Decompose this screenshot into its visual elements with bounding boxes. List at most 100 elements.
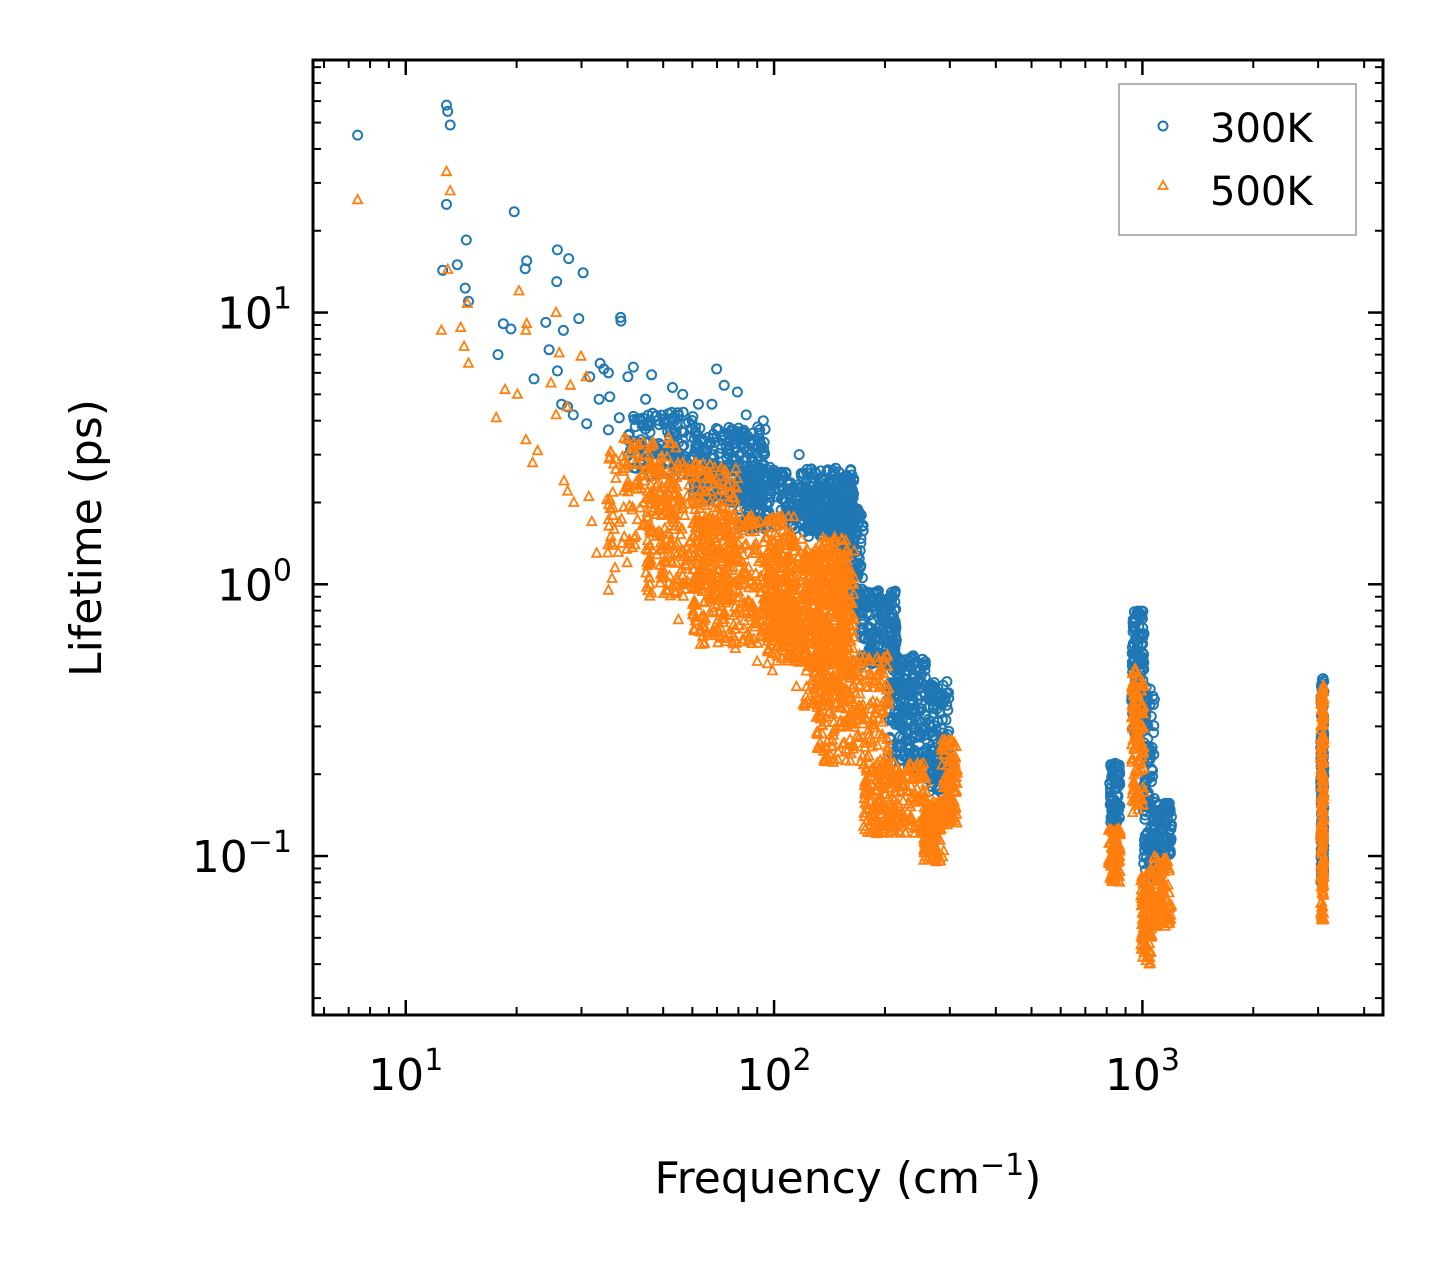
point-300k-1682	[924, 749, 936, 761]
point-500k-934	[728, 622, 741, 634]
point-500k-2225	[903, 756, 916, 769]
point-300k-1551	[912, 657, 923, 669]
point-500k-2502	[944, 805, 957, 817]
point-500k-370	[704, 484, 717, 497]
point-500k-2407	[923, 834, 935, 846]
point-500k-1124	[788, 605, 801, 617]
point-500k-835	[703, 582, 715, 594]
point-500k-1924	[814, 711, 827, 723]
point-300k-810	[778, 482, 790, 494]
point-500k-2709	[1133, 786, 1146, 798]
point-300k-1019	[799, 521, 811, 533]
point-500k-176	[634, 501, 647, 513]
point-300k-1889	[1128, 646, 1140, 658]
point-500k-1970	[876, 727, 889, 740]
point-500k-1471	[782, 621, 795, 633]
point-500k-2727	[1126, 717, 1139, 730]
point-500k-1428	[772, 551, 785, 564]
point-500k-2614	[1113, 874, 1126, 886]
point-500k-2657	[1126, 751, 1139, 764]
point-500k-73	[631, 512, 644, 525]
point-500k-2395	[934, 833, 946, 845]
point-500k-2277	[872, 779, 885, 791]
point-500k-891	[687, 622, 700, 634]
point-500k-970	[738, 596, 751, 608]
point-500k-1847	[881, 659, 894, 671]
point-500k-1932	[838, 682, 851, 694]
point-500k-1055	[780, 550, 793, 563]
point-500k-2026	[881, 749, 894, 761]
point-500k-1950	[850, 664, 863, 676]
point-300k-748	[776, 493, 787, 505]
point-500k-2010	[875, 706, 888, 718]
point-500k-989	[733, 590, 746, 602]
point-500k-976	[712, 544, 725, 557]
point-300k-1986	[1145, 752, 1157, 764]
point-300k-1988	[1138, 851, 1150, 863]
point-500k-2037	[881, 732, 894, 744]
point-500k-1735	[838, 557, 851, 569]
point-300k-1685	[931, 696, 943, 707]
point-500k-75	[606, 508, 619, 520]
point-500k-15	[531, 443, 544, 456]
point-500k-2270	[863, 786, 875, 799]
point-500k-127	[606, 485, 619, 497]
point-500k-929	[748, 577, 761, 589]
point-500k-2034	[811, 726, 824, 738]
point-300k-366	[759, 448, 770, 460]
point-500k-2297	[858, 778, 871, 790]
point-500k-1687	[835, 598, 848, 610]
point-300k-1663	[931, 703, 943, 715]
point-500k-1743	[799, 588, 811, 601]
point-300k-1550	[913, 725, 925, 737]
point-500k-930	[689, 511, 702, 524]
point-300k-1016	[826, 483, 838, 495]
point-500k-1618	[799, 563, 812, 576]
point-500k-1885	[862, 749, 875, 761]
point-300k-1116	[850, 526, 862, 538]
point-500k-783	[690, 553, 703, 565]
point-500k-26	[519, 432, 532, 445]
point-300k-34	[646, 369, 658, 381]
point-500k-1694	[843, 618, 856, 630]
point-300k-1117	[857, 525, 869, 537]
point-500k-333	[685, 541, 698, 554]
point-500k-381	[679, 582, 691, 594]
point-500k-1692	[821, 583, 833, 595]
point-500k-1762	[811, 580, 824, 592]
point-500k-1421	[776, 532, 789, 544]
point-500k-411	[696, 456, 709, 469]
point-500k-2012	[852, 655, 865, 667]
point-500k-2525	[948, 765, 961, 777]
point-500k-385	[731, 500, 744, 512]
point-500k-2009	[832, 664, 844, 677]
point-500k-1913	[819, 672, 832, 684]
point-300k-410	[707, 433, 719, 444]
point-500k-1984	[863, 727, 876, 740]
point-300k-32	[627, 361, 639, 373]
point-500k-1940	[864, 697, 877, 709]
point-500k-1729	[800, 618, 813, 630]
point-500k-463	[719, 463, 732, 476]
point-500k-1905	[858, 736, 871, 748]
point-500k-1675	[807, 571, 820, 583]
point-500k-2018	[853, 711, 866, 724]
point-500k-104	[630, 446, 643, 459]
point-500k-7	[462, 356, 475, 368]
point-500k-150	[602, 512, 615, 524]
point-500k-1699	[840, 571, 853, 584]
point-300k-9	[463, 295, 474, 307]
point-300k-22	[577, 267, 589, 279]
point-500k-1929	[859, 679, 872, 691]
point-500k-204	[653, 456, 665, 468]
point-500k-2517	[943, 753, 956, 766]
point-500k-1186	[839, 533, 852, 545]
point-300k-24	[557, 324, 569, 336]
point-500k-1370	[828, 530, 841, 542]
point-500k-129	[641, 533, 654, 545]
point-500k-362	[651, 476, 664, 489]
point-500k-34	[609, 560, 621, 573]
point-500k-366	[662, 488, 675, 500]
point-500k-900	[725, 516, 738, 529]
point-500k-1411	[767, 596, 780, 609]
